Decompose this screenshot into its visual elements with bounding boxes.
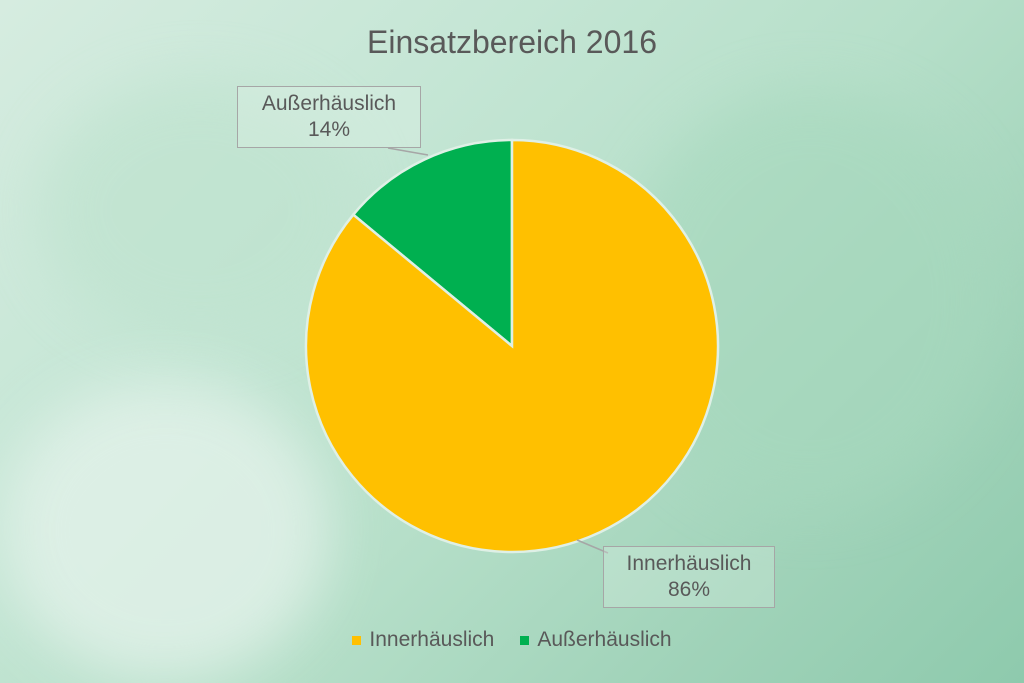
- legend-swatch-innen: [352, 635, 362, 645]
- legend-item-innen[interactable]: Innerhäuslich: [352, 628, 494, 652]
- chart-title: Einsatzbereich 2016: [367, 24, 657, 60]
- pie-slice-aussen[interactable]: [351, 138, 514, 349]
- pie-slice-innen[interactable]: [304, 138, 720, 554]
- data-label-aussen: Außerhäuslich 14%: [237, 86, 421, 148]
- data-label-aussen-value: 14%: [307, 118, 351, 141]
- legend-label-aussen: Außerhäuslich: [537, 628, 672, 651]
- legend-item-aussen[interactable]: Außerhäuslich: [520, 628, 672, 652]
- leader-line-innen: [576, 539, 609, 554]
- legend-label-innen: Innerhäuslich: [369, 628, 495, 651]
- data-label-innen-name: Innerhäuslich: [626, 552, 752, 575]
- data-label-aussen-name: Außerhäuslich: [261, 92, 397, 115]
- data-label-innen-value: 86%: [667, 578, 711, 601]
- data-label-innen: Innerhäuslich 86%: [603, 546, 775, 608]
- legend-swatch-aussen: [520, 635, 530, 645]
- leader-line-aussen: [387, 147, 429, 156]
- chart-legend: Innerhäuslich Außerhäuslich: [0, 628, 1024, 652]
